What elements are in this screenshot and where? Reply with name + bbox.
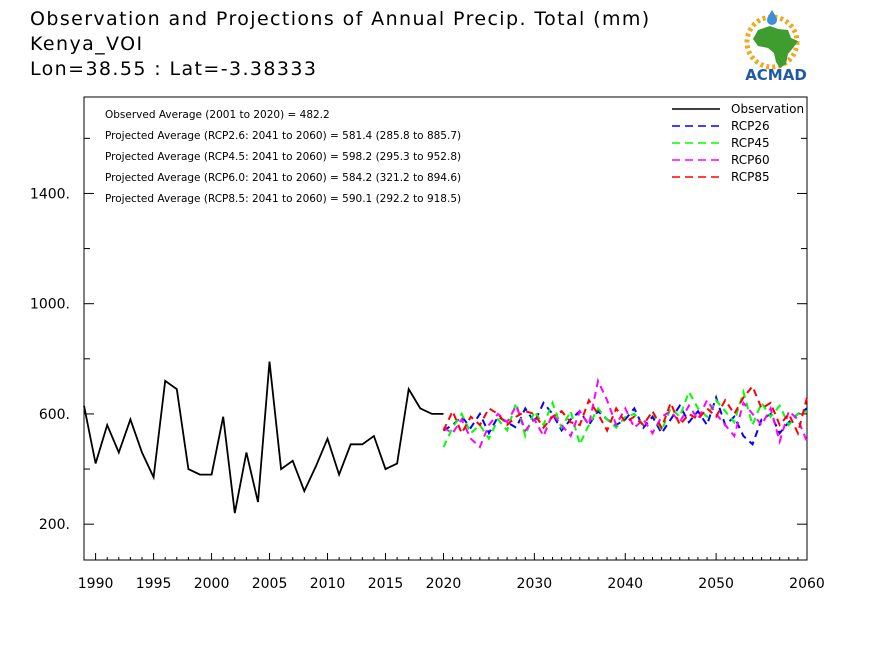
y-tick-label: 600. [39, 407, 70, 423]
africa-map-icon [753, 26, 798, 68]
acmad-logo-text: ACMAD [745, 66, 807, 84]
x-tick-label: 2040 [607, 576, 643, 592]
annotation-text: Projected Average (RCP4.5: 2041 to 2060)… [105, 151, 461, 163]
x-axis-labels: 1990 1995 2000 2005 2010 2015 2020 2030 2040 2050… [78, 576, 825, 592]
acmad-logo: ACMAD [744, 10, 807, 84]
plot-frame [83, 96, 808, 561]
annotation-text: Projected Average (RCP8.5: 2041 to 2060)… [105, 193, 461, 205]
legend-label: RCP60 [731, 153, 770, 167]
annotation-text: Observed Average (2001 to 2020) = 482.2 [105, 109, 330, 121]
x-tick-label: 2010 [310, 576, 346, 592]
x-tick-label: 2020 [426, 576, 462, 592]
series-line-rcp45 [442, 388, 808, 448]
location-label: Kenya_VOI [30, 33, 144, 55]
series-line-observation [83, 361, 444, 514]
annotations: Observed Average (2001 to 2020) = 482.2 P… [105, 109, 461, 205]
plot-border [83, 96, 808, 561]
y-tick-label: 1400. [30, 186, 70, 202]
annotation-text: Projected Average (RCP2.6: 2041 to 2060)… [105, 130, 461, 142]
series-line-rcp60 [442, 377, 808, 449]
legend-label: RCP45 [731, 136, 770, 150]
annotation-text: Projected Average (RCP6.0: 2041 to 2060)… [105, 172, 461, 184]
series-layer [83, 361, 808, 514]
x-tick-label: 2005 [252, 576, 288, 592]
y-axis-labels: 200. 600. 1000. 1400. [30, 186, 70, 533]
legend-label: RCP85 [731, 170, 770, 184]
x-tick-label: 1995 [136, 576, 172, 592]
legend-label: RCP26 [731, 119, 770, 133]
legend: Observation RCP26 RCP45 RCP60 RCP85 [672, 102, 804, 184]
y-tick-label: 1000. [30, 297, 70, 313]
x-tick-label: 1990 [78, 576, 114, 592]
coordinates-label: Lon=38.55 : Lat=-3.38333 [30, 58, 318, 80]
x-tick-label: 2015 [368, 576, 404, 592]
water-drop-icon [767, 10, 777, 25]
x-tick-label: 2060 [789, 576, 825, 592]
y-tick-label: 200. [39, 517, 70, 533]
chart-title: Observation and Projections of Annual Pr… [30, 8, 651, 30]
legend-label: Observation [731, 102, 804, 116]
x-tick-label: 2050 [698, 576, 734, 592]
x-tick-label: 2030 [517, 576, 553, 592]
x-tick-label: 2000 [194, 576, 230, 592]
